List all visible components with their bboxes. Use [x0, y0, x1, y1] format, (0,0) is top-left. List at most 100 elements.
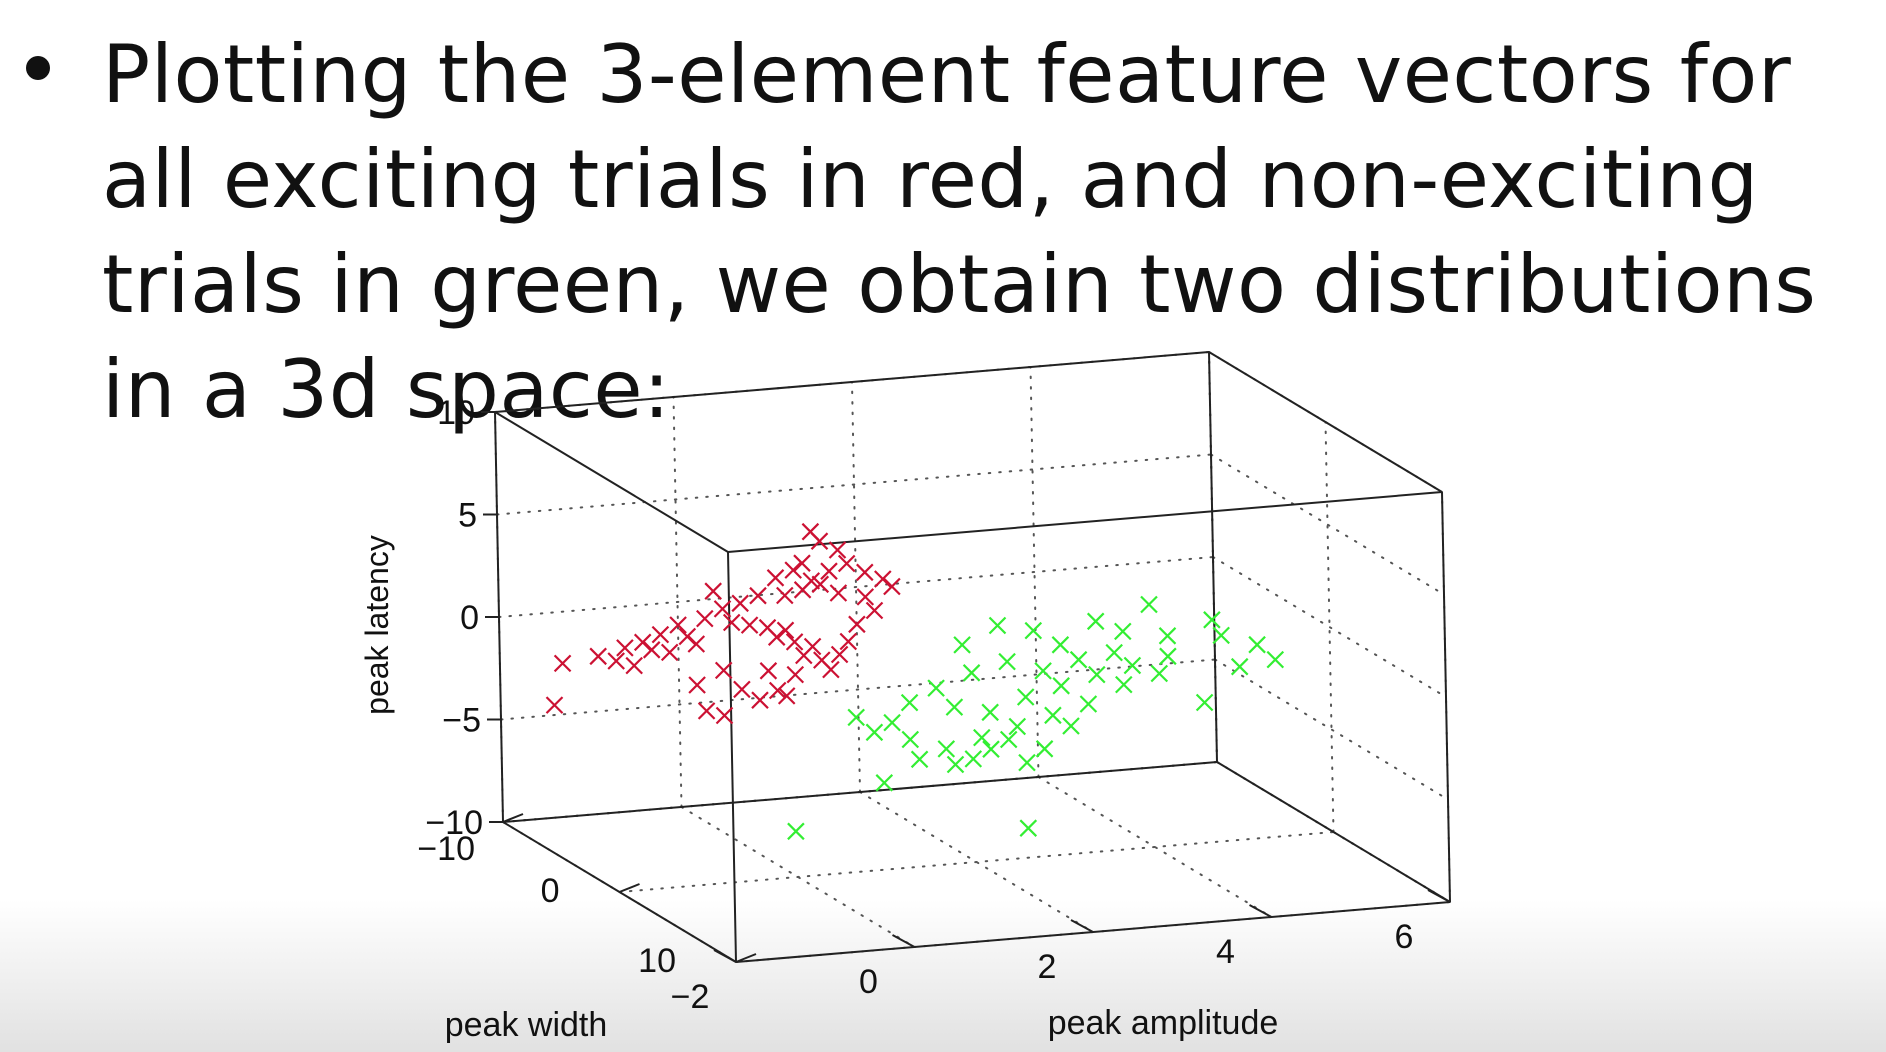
series-exciting: [545, 522, 901, 725]
data-point: [704, 582, 722, 600]
data-point: [1230, 657, 1249, 676]
data-point: [751, 691, 769, 709]
back-wall-grid-line: [498, 556, 1214, 618]
data-point: [651, 625, 670, 644]
x-tick-mark: [1070, 919, 1094, 933]
data-point: [1123, 656, 1142, 675]
z-tick-label: 10: [437, 394, 475, 432]
data-point: [973, 728, 991, 747]
z-tick-label: −5: [442, 702, 481, 740]
side-wall-grid-line: [1212, 556, 1447, 698]
data-point: [1079, 695, 1098, 713]
data-point: [786, 665, 805, 684]
data-point: [733, 680, 751, 699]
data-point: [865, 723, 884, 742]
data-point: [740, 616, 759, 634]
data-point: [669, 616, 687, 634]
x-tick-label: 4: [1216, 933, 1235, 971]
data-point: [830, 645, 849, 664]
data-point: [777, 687, 796, 705]
data-point: [1044, 706, 1062, 725]
data-point: [1248, 635, 1266, 654]
data-point: [874, 570, 892, 588]
data-point: [1086, 612, 1105, 631]
data-point: [828, 541, 847, 559]
data-point: [793, 581, 812, 599]
x-tick-label: 6: [1395, 918, 1414, 956]
data-point: [768, 681, 787, 700]
data-point: [883, 577, 901, 596]
series-non-exciting: [787, 595, 1285, 841]
side-wall-grid-line: [1210, 453, 1445, 596]
data-point: [1052, 677, 1070, 695]
x-tick-mark: [1427, 889, 1451, 903]
data-point: [688, 676, 706, 694]
y-tick-label: −10: [417, 830, 475, 868]
y-tick-mark: [502, 813, 524, 823]
data-point: [847, 708, 865, 727]
data-point: [759, 662, 778, 680]
x-tick-mark: [892, 934, 915, 948]
data-point: [767, 628, 786, 646]
data-point: [589, 647, 607, 666]
back-wall-grid-line: [496, 453, 1212, 516]
axes-box: [481, 351, 1451, 963]
data-point: [822, 660, 840, 679]
box-edge: [494, 411, 729, 553]
data-point: [910, 750, 929, 769]
grid-lines: [494, 351, 1451, 963]
data-point: [1158, 627, 1177, 645]
x-tick-mark: [713, 949, 737, 963]
data-point: [784, 561, 802, 579]
data-point: [865, 601, 884, 620]
data-point: [820, 562, 838, 580]
data-point: [766, 569, 785, 587]
data-point: [945, 698, 964, 716]
box-edge: [502, 761, 1218, 823]
data-point: [776, 621, 795, 640]
side-wall-grid-line: [1214, 658, 1449, 801]
back-wall-grid-line: [500, 658, 1216, 721]
data-point: [1035, 740, 1054, 758]
data-point: [901, 730, 920, 749]
data-point: [625, 656, 643, 675]
data-point: [829, 584, 848, 602]
data-point: [1115, 675, 1133, 694]
data-point: [953, 636, 971, 654]
data-point: [810, 532, 829, 550]
data-point: [1008, 717, 1027, 736]
data-point: [776, 586, 794, 605]
data-point: [848, 615, 866, 634]
data-point: [1024, 621, 1043, 640]
data-point: [714, 661, 733, 680]
data-point: [837, 554, 856, 573]
data-point: [1088, 665, 1106, 684]
z-axis-label: peak latency: [359, 535, 395, 715]
data-point: [856, 588, 875, 606]
y-tick-label: 0: [541, 872, 560, 910]
data-point: [1016, 688, 1035, 706]
box-edge: [1208, 351, 1443, 493]
x-axis-label: peak amplitude: [1048, 1004, 1279, 1042]
bullet-text: Plotting the 3-element feature vectors f…: [102, 28, 1817, 436]
box-edge: [494, 351, 1210, 413]
x-tick-label: 0: [859, 963, 878, 1001]
y-tick-mark: [619, 883, 640, 893]
data-point: [927, 679, 945, 697]
data-point: [946, 755, 965, 774]
box-edge: [727, 491, 1443, 553]
tick-labels: 10 5 0 −5 −10 −2 0 2 4 6 −10 0 10: [417, 394, 1413, 1016]
data-point: [545, 696, 564, 714]
box-edge: [727, 551, 737, 963]
y-tick-mark: [735, 953, 757, 963]
z-tick-label: 0: [460, 599, 479, 637]
data-point: [1212, 626, 1230, 645]
data-point: [787, 822, 805, 841]
data-point: [696, 609, 714, 628]
y-axis-label: peak width: [445, 1006, 608, 1044]
data-point: [616, 639, 634, 657]
data-point: [962, 664, 981, 682]
data-point: [982, 740, 1000, 758]
data-point: [1203, 611, 1221, 629]
x-tick-label: −2: [671, 978, 710, 1016]
